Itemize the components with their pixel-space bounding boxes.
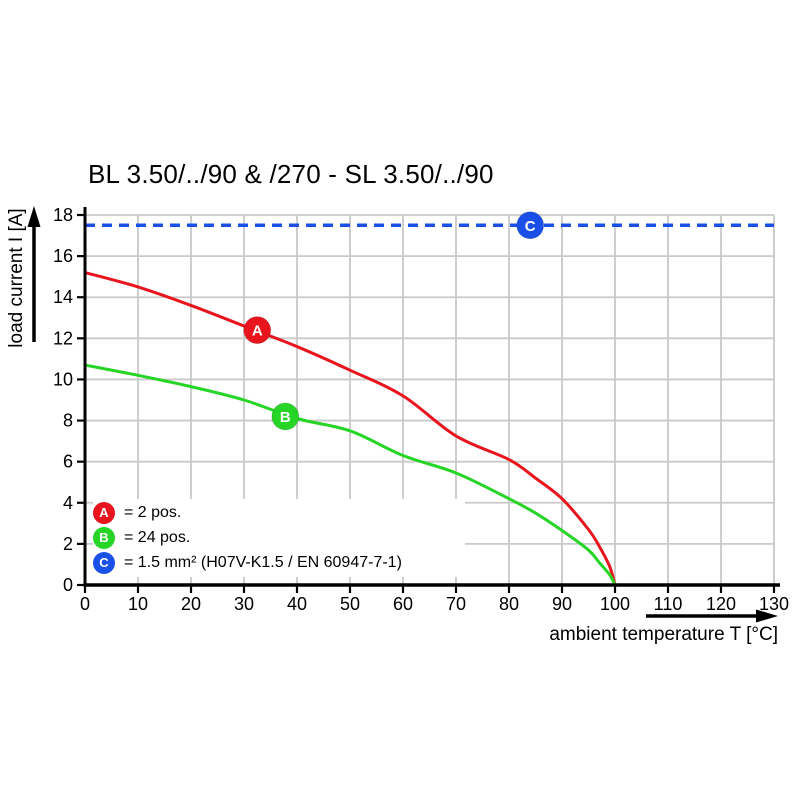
series-curves	[84, 223, 774, 586]
legend-badge-A: A	[93, 502, 115, 524]
y-axis-label: load current I [A]	[6, 208, 27, 347]
marker-circle-B	[271, 402, 300, 431]
x-tick-label: 100	[600, 594, 630, 614]
marker-letter-C: C	[525, 218, 536, 235]
x-tick-label: 120	[706, 594, 736, 614]
curve-B	[84, 363, 617, 586]
y-tick-label: 0	[63, 575, 73, 595]
legend-label-C: = 1.5 mm² (H07V-K1.5 / EN 60947-7-1)	[124, 554, 402, 571]
legend-row-B: B = 24 pos.	[93, 526, 465, 550]
curve-A	[84, 271, 617, 586]
curve-markers: A B C	[243, 211, 545, 431]
legend-row-A: A = 2 pos.	[93, 501, 465, 525]
x-tick-label: 30	[234, 594, 254, 614]
x-tick-label: 10	[128, 594, 148, 614]
y-tick-label: 18	[53, 205, 73, 225]
marker-circle-C	[516, 211, 545, 240]
y-tick-label: 6	[63, 452, 73, 472]
x-tick-label: 90	[552, 594, 572, 614]
chart-legend: A = 2 pos. B = 24 pos. C = 1.5 mm² (H07V-K1.5…	[93, 499, 465, 577]
marker-letter-B: B	[280, 409, 291, 426]
y-axis-arrow-icon	[27, 206, 41, 227]
marker-circle-A	[243, 316, 272, 345]
legend-badge-B: B	[93, 527, 115, 549]
x-axis-label: ambient temperature T [°C]	[549, 624, 778, 645]
x-tick-label: 80	[499, 594, 519, 614]
y-tick-label: 14	[53, 287, 73, 307]
marker-B: B	[271, 402, 300, 431]
y-tick-label: 4	[63, 493, 73, 513]
marker-letter-A: A	[252, 323, 263, 340]
marker-A: A	[243, 316, 272, 345]
legend-badge-C: C	[93, 552, 115, 574]
x-tick-label: 110	[654, 594, 683, 614]
y-tick-label: 12	[53, 328, 73, 348]
y-tick-label: 8	[63, 411, 73, 431]
legend-row-C: C = 1.5 mm² (H07V-K1.5 / EN 60947-7-1)	[93, 551, 465, 575]
y-tick-label: 10	[53, 369, 73, 389]
marker-C: C	[516, 211, 545, 240]
chart-title: BL 3.50/../90 & /270 - SL 3.50/../90	[88, 159, 494, 189]
x-tick-label: 0	[80, 594, 90, 614]
y-tick-label: 16	[53, 246, 73, 266]
legend-label-A: = 2 pos.	[124, 504, 182, 521]
x-tick-label: 50	[340, 594, 360, 614]
legend-label-B: = 24 pos.	[124, 529, 191, 546]
x-axis-title-group: ambient temperature T [°C]	[549, 609, 778, 645]
x-tick-label: 130	[759, 594, 789, 614]
axis-ticks	[77, 213, 776, 593]
y-axis-title-group: load current I [A]	[6, 206, 41, 348]
y-tick-label: 2	[63, 534, 73, 554]
axes	[83, 207, 780, 587]
axis-tick-labels: 0 10 20 30 40 50 60 70 80 90 100 110 120 130 0 2 4 6 8 10 12…	[53, 205, 789, 614]
x-tick-label: 40	[287, 594, 307, 614]
x-tick-label: 70	[446, 594, 466, 614]
x-tick-label: 60	[393, 594, 413, 614]
x-tick-label: 20	[181, 594, 201, 614]
x-axis-arrow-icon	[756, 609, 778, 623]
